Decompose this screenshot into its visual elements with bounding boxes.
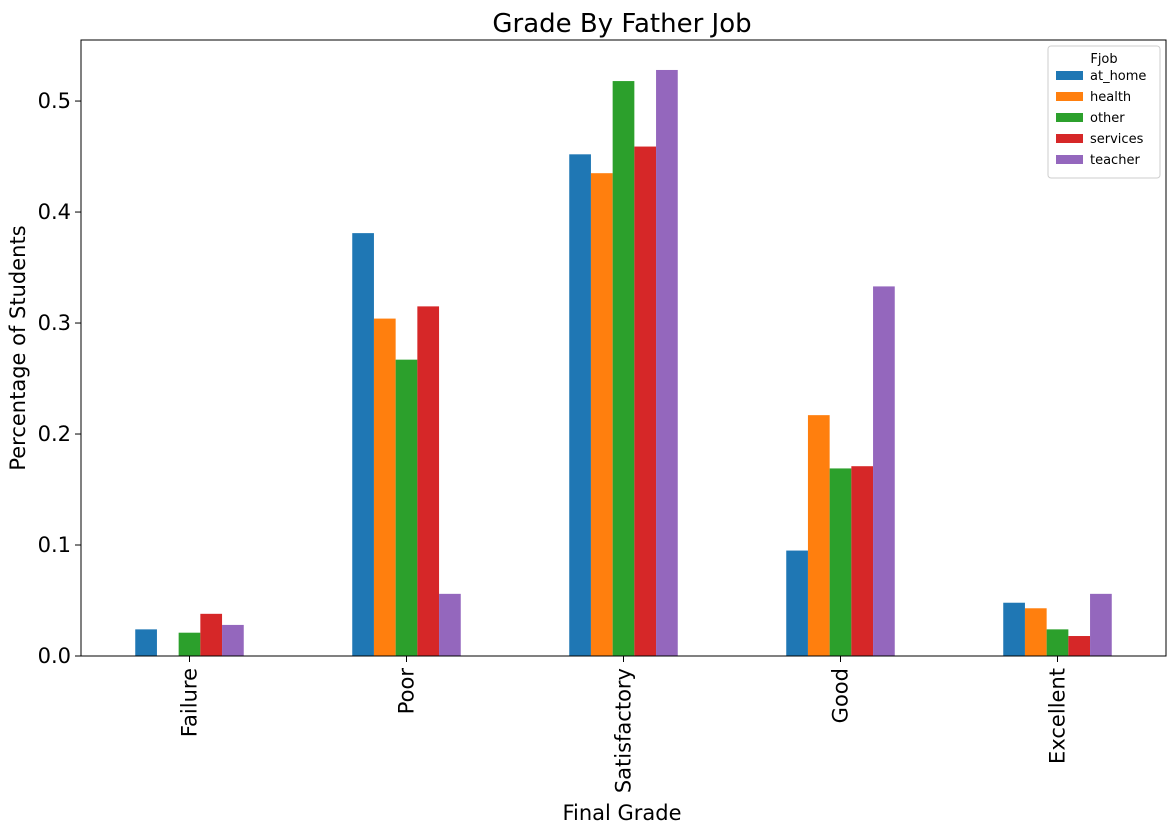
bar-teacher-satisfactory [656,69,678,656]
bar-services-satisfactory [634,146,657,657]
bar-teacher-poor [439,593,461,656]
bar-services-failure [200,613,223,656]
bar-health-poor [373,318,396,656]
legend-label-health: health [1090,90,1131,105]
bar-other-poor [395,359,418,656]
legend-swatch-at_home [1056,71,1083,80]
legend-title: Fjob [1090,52,1117,67]
bar-at_home-excellent [1003,602,1025,656]
legend-label-teacher: teacher [1090,153,1140,168]
bar-other-satisfactory [612,81,635,657]
bar-at_home-satisfactory [569,154,591,656]
x-tick-label: Satisfactory [612,668,636,793]
x-tick-label: Failure [178,668,202,737]
y-tick-label: 0.4 [38,200,71,224]
y-axis: 0.0 0.1 0.2 0.3 0.4 0.5 [38,89,81,668]
chart-title: Grade By Father Job [492,9,751,39]
bar-services-good [851,466,874,656]
legend-swatch-health [1056,92,1083,101]
bar-other-good [829,468,852,656]
legend-label-at_home: at_home [1090,69,1146,84]
bar-services-poor [417,306,440,656]
x-axis: Failure Poor Satisfactory Good Excellent [178,656,1070,793]
bar-at_home-poor [352,233,374,656]
legend-swatch-services [1056,134,1083,143]
bar-health-good [807,415,830,656]
bar-teacher-excellent [1090,593,1112,656]
bars-layer [135,69,1112,657]
y-axis-label: Percentage of Students [6,225,30,470]
bar-other-excellent [1046,629,1069,656]
x-tick-label: Good [829,668,853,723]
y-tick-label: 0.1 [38,533,71,557]
bar-other-failure [178,632,201,656]
y-tick-label: 0.0 [38,644,71,668]
legend-swatch-teacher [1056,155,1083,164]
y-tick-label: 0.3 [38,311,71,335]
bar-teacher-good [873,286,895,656]
x-tick-label: Excellent [1046,668,1070,764]
bar-at_home-good [786,550,808,656]
bar-health-excellent [1024,608,1047,656]
x-tick-label: Poor [395,668,419,715]
legend-label-services: services [1090,132,1144,147]
bar-at_home-failure [135,629,157,656]
bar-services-excellent [1068,636,1091,656]
bar-teacher-failure [222,624,244,656]
y-tick-label: 0.5 [38,89,71,113]
y-tick-label: 0.2 [38,422,71,446]
bar-health-satisfactory [590,173,613,656]
legend-swatch-other [1056,113,1083,122]
legend-label-other: other [1090,111,1125,126]
x-axis-label: Final Grade [562,801,681,825]
